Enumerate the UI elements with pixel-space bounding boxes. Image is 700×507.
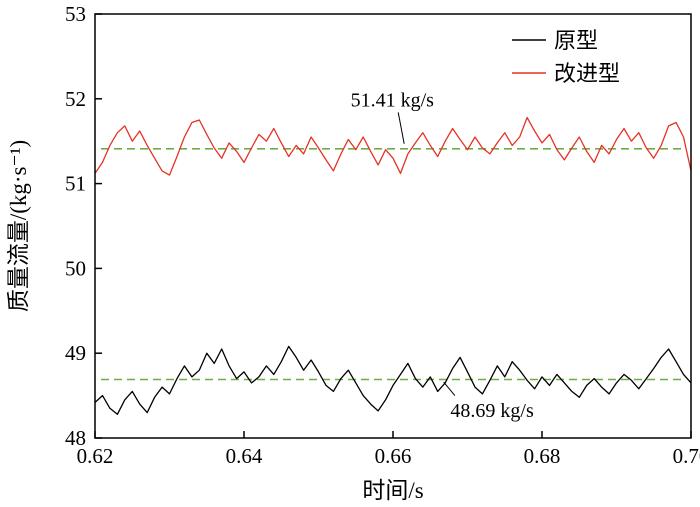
annotation-text-0: 51.41 kg/s [351, 90, 435, 112]
legend-label-0: 原型 [554, 28, 598, 53]
y-axis-title: 质量流量/(kg·s⁻¹) [6, 140, 31, 312]
x-tick-label: 0.70 [673, 444, 700, 468]
x-tick-label: 0.64 [226, 444, 263, 468]
y-tick-label: 53 [65, 2, 86, 26]
series-line-0 [94, 345, 692, 415]
x-tick-label: 0.68 [524, 444, 561, 468]
y-tick-label: 52 [65, 87, 86, 111]
y-tick-label: 50 [65, 256, 86, 280]
x-axis-title: 时间/s [362, 478, 423, 503]
x-tick-label: 0.62 [77, 444, 114, 468]
y-tick-label: 48 [65, 426, 86, 450]
annotation-leader-1 [443, 381, 456, 396]
y-tick-label: 49 [65, 341, 86, 365]
series-line-1 [94, 116, 692, 176]
legend-label-1: 改进型 [554, 61, 620, 86]
x-tick-label: 0.66 [375, 444, 412, 468]
y-tick-label: 51 [65, 172, 86, 196]
annotation-text-1: 48.69 kg/s [450, 400, 534, 422]
annotation-leader-0 [397, 112, 405, 144]
